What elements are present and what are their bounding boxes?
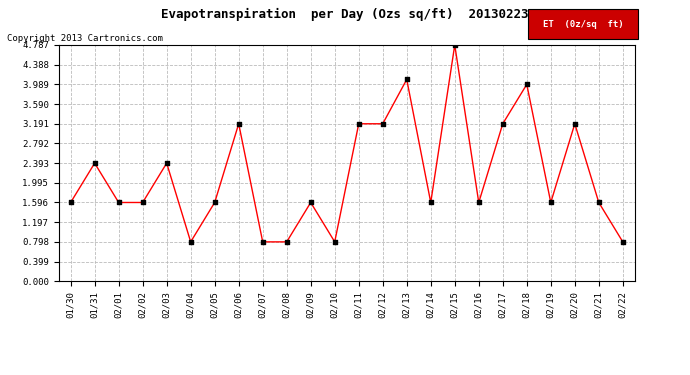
Point	[425, 200, 436, 206]
Point	[497, 121, 509, 127]
Point	[233, 121, 244, 127]
Point	[473, 200, 484, 206]
Point	[137, 200, 148, 206]
Point	[353, 121, 364, 127]
Point	[329, 239, 340, 245]
Point	[521, 81, 532, 87]
Point	[185, 239, 196, 245]
Text: Copyright 2013 Cartronics.com: Copyright 2013 Cartronics.com	[7, 34, 163, 43]
Point	[618, 239, 629, 245]
Text: Evapotranspiration  per Day (Ozs sq/ft)  20130223: Evapotranspiration per Day (Ozs sq/ft) 2…	[161, 8, 529, 21]
Point	[593, 200, 604, 206]
Point	[209, 200, 220, 206]
Point	[401, 76, 412, 82]
Point	[449, 42, 460, 48]
Text: ET  (0z/sq  ft): ET (0z/sq ft)	[543, 20, 623, 29]
Point	[161, 160, 172, 166]
Point	[377, 121, 388, 127]
Point	[65, 200, 76, 206]
Point	[257, 239, 268, 245]
Point	[569, 121, 580, 127]
Point	[89, 160, 100, 166]
Point	[282, 239, 293, 245]
Point	[545, 200, 556, 206]
Point	[305, 200, 316, 206]
Point	[113, 200, 124, 206]
